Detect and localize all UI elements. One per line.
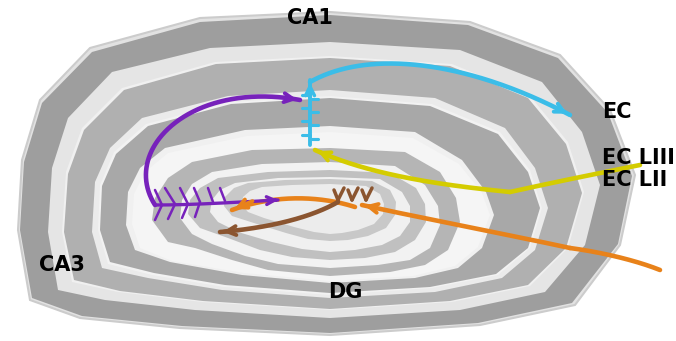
Polygon shape	[126, 126, 494, 283]
Polygon shape	[224, 179, 396, 241]
Polygon shape	[20, 15, 632, 333]
Polygon shape	[152, 148, 460, 276]
Text: DG: DG	[328, 282, 362, 302]
Text: CA1: CA1	[287, 8, 333, 28]
Polygon shape	[188, 170, 426, 260]
Polygon shape	[98, 96, 542, 295]
Polygon shape	[210, 177, 410, 252]
Polygon shape	[132, 132, 490, 281]
Polygon shape	[180, 162, 440, 268]
Polygon shape	[64, 58, 582, 309]
Text: EC LIII: EC LIII	[602, 148, 675, 168]
Polygon shape	[48, 42, 600, 318]
Polygon shape	[242, 184, 384, 234]
Polygon shape	[62, 56, 584, 310]
Polygon shape	[100, 98, 540, 293]
Polygon shape	[92, 90, 548, 298]
Polygon shape	[18, 12, 635, 335]
Text: EC LII: EC LII	[602, 170, 667, 190]
Text: CA3: CA3	[39, 255, 85, 275]
Text: EC: EC	[602, 102, 631, 122]
